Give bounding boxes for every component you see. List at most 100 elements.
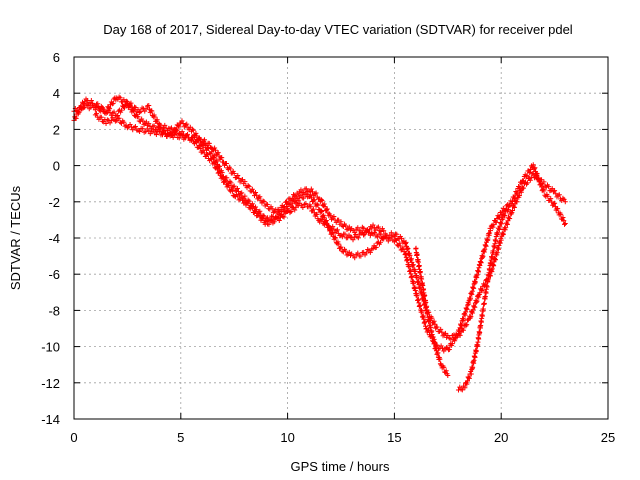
data-point (135, 107, 141, 113)
data-point (541, 188, 547, 194)
data-point (410, 262, 416, 268)
data-point (266, 221, 272, 227)
data-point (466, 375, 472, 381)
data-point (118, 120, 124, 126)
data-point (308, 204, 314, 210)
data-point (474, 272, 480, 278)
data-point (344, 227, 350, 233)
data-point (468, 371, 474, 377)
data-point (135, 114, 141, 120)
data-point (355, 225, 361, 231)
data-point (388, 230, 394, 236)
data-point (245, 183, 251, 189)
data-point (560, 215, 566, 221)
data-point (489, 255, 495, 261)
data-point (479, 313, 485, 319)
x-axis-label: GPS time / hours (291, 459, 390, 474)
data-point (503, 225, 509, 231)
data-point (201, 141, 207, 147)
data-point (228, 180, 234, 186)
data-point (500, 231, 506, 237)
data-point (193, 140, 199, 146)
data-point (140, 126, 146, 132)
data-point (420, 283, 426, 289)
data-point (94, 111, 100, 117)
data-point (555, 206, 561, 212)
data-point (471, 285, 477, 291)
data-point (409, 274, 415, 280)
data-point (527, 170, 533, 176)
data-point (88, 98, 94, 104)
data-point (151, 123, 157, 129)
data-point (478, 260, 484, 266)
data-point (253, 190, 259, 196)
data-point (562, 221, 568, 227)
series-track-5 (455, 202, 513, 393)
x-tick-label: 10 (280, 430, 294, 445)
data-point (438, 326, 444, 332)
data-point (343, 223, 349, 229)
data-point (203, 152, 209, 158)
data-point (132, 123, 138, 129)
data-point (393, 237, 399, 243)
data-point (375, 224, 381, 230)
data-point (176, 124, 182, 130)
data-point (423, 300, 429, 306)
data-point (392, 237, 398, 243)
data-point (238, 194, 244, 200)
data-point (340, 224, 346, 230)
data-point (514, 199, 520, 205)
data-point (502, 213, 508, 219)
data-point (498, 221, 504, 227)
data-point (104, 108, 110, 114)
data-point (322, 204, 328, 210)
y-tick-label: -14 (41, 412, 60, 427)
data-point (189, 126, 195, 132)
data-point (319, 209, 325, 215)
data-point (504, 220, 510, 226)
data-point (329, 230, 335, 236)
data-point (512, 196, 518, 202)
data-point (260, 215, 266, 221)
data-point (239, 190, 245, 196)
data-point (222, 177, 228, 183)
data-point (167, 130, 173, 136)
data-point (231, 183, 237, 189)
data-point (193, 130, 199, 136)
data-point (362, 231, 368, 237)
data-point (562, 221, 568, 227)
data-point (196, 136, 202, 142)
data-point (452, 338, 458, 344)
data-point (308, 192, 314, 198)
y-tick-label: -2 (48, 195, 60, 210)
data-point (399, 235, 405, 241)
data-point (352, 255, 358, 261)
data-point (213, 147, 219, 153)
data-point (463, 309, 469, 315)
data-point (154, 117, 160, 123)
data-point (405, 246, 411, 252)
data-point (338, 244, 344, 250)
data-point (179, 133, 185, 139)
data-point (429, 315, 435, 321)
data-point (548, 196, 554, 202)
data-point (319, 217, 325, 223)
data-point (253, 204, 259, 210)
data-point (303, 191, 309, 197)
data-point (82, 99, 88, 105)
data-point (407, 252, 413, 258)
data-point (473, 299, 479, 305)
data-point (146, 128, 152, 134)
data-point (477, 330, 483, 336)
data-point (432, 321, 438, 327)
data-point (375, 234, 381, 240)
data-point (281, 214, 287, 220)
data-point (78, 106, 84, 112)
data-point (333, 235, 339, 241)
data-point (367, 249, 373, 255)
data-point (297, 200, 303, 206)
data-point (413, 245, 419, 251)
data-point (435, 350, 441, 356)
data-point (378, 228, 384, 234)
